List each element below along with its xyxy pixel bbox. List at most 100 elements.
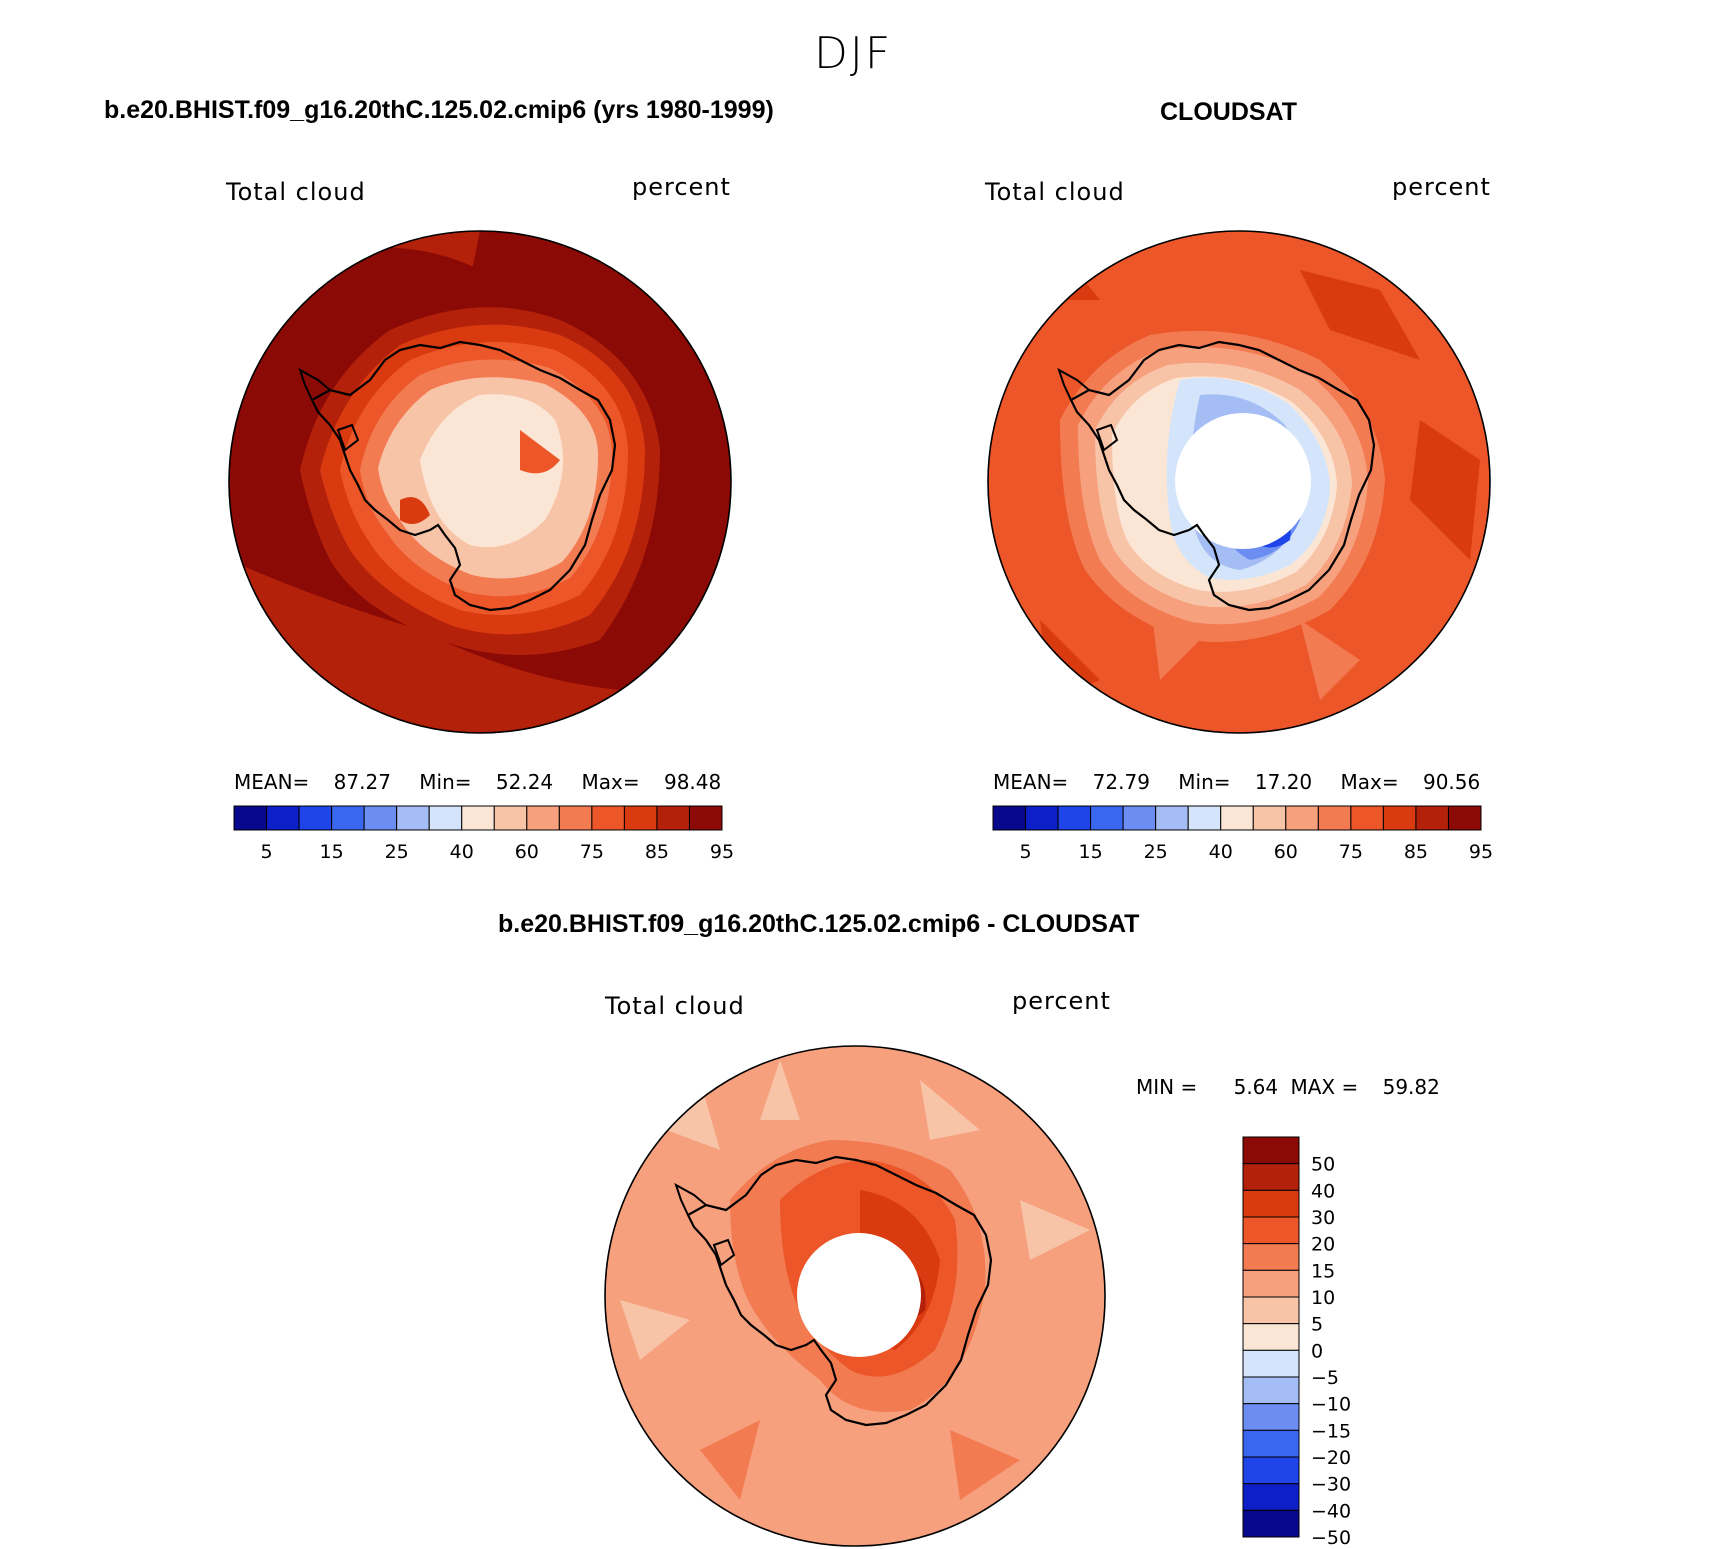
colorbar-swatch bbox=[1242, 1456, 1300, 1485]
panel-2-title: CLOUDSAT bbox=[1160, 98, 1298, 126]
mean-label: MEAN= bbox=[993, 770, 1069, 794]
min-label: Min= bbox=[419, 770, 472, 794]
colorbar-swatch bbox=[591, 805, 625, 831]
colorbar-tick-label: 30 bbox=[1311, 1207, 1335, 1229]
colorbar-swatch bbox=[1242, 1429, 1300, 1458]
colorbar-swatch bbox=[298, 805, 333, 831]
colorbar-swatch bbox=[1447, 805, 1482, 831]
colorbar-tick-label: 15 bbox=[320, 841, 344, 863]
panel-2-field-label: Total cloud bbox=[985, 178, 1125, 206]
colorbar-tick-label: 40 bbox=[450, 841, 474, 863]
min-label: MIN = bbox=[1136, 1075, 1198, 1099]
colorbar-tick-label: 95 bbox=[710, 841, 734, 863]
max-label: Max= bbox=[1340, 770, 1399, 794]
panel-3-stats: MIN = 5.64 MAX = 59.82 bbox=[1136, 1075, 1440, 1099]
colorbar-swatch bbox=[1350, 805, 1384, 831]
colorbar-tick-label: 25 bbox=[385, 841, 409, 863]
colorbar-tick-label: 40 bbox=[1311, 1180, 1335, 1202]
max-value: 98.48 bbox=[663, 770, 722, 794]
min-value: 5.64 bbox=[1233, 1075, 1279, 1099]
colorbar-tick-label: 15 bbox=[1311, 1260, 1335, 1282]
colorbar-tick-label: −30 bbox=[1311, 1474, 1351, 1496]
colorbar-swatch bbox=[1057, 805, 1092, 831]
colorbar-swatch bbox=[396, 805, 430, 831]
colorbar-tick-label: −40 bbox=[1311, 1500, 1351, 1522]
mean-value: 72.79 bbox=[1092, 770, 1150, 794]
colorbar-swatch bbox=[1317, 805, 1352, 831]
colorbar-tick-label: 25 bbox=[1144, 841, 1168, 863]
colorbar-swatch bbox=[233, 805, 268, 831]
colorbar-swatch bbox=[1242, 1509, 1300, 1538]
panel-2-stats: MEAN= 72.79 Min= 17.20 Max= 90.56 bbox=[993, 770, 1480, 794]
colorbar-tick-label: 95 bbox=[1469, 841, 1493, 863]
mean-value: 87.27 bbox=[333, 770, 391, 794]
colorbar-swatch bbox=[1242, 1403, 1300, 1431]
colorbar-swatch bbox=[1242, 1216, 1300, 1245]
colorbar-swatch bbox=[266, 805, 300, 831]
colorbar-swatch bbox=[428, 805, 463, 831]
colorbar-tick-label: 10 bbox=[1311, 1287, 1335, 1309]
colorbar-swatch bbox=[526, 805, 560, 831]
colorbar-swatch bbox=[1242, 1349, 1300, 1378]
min-value: 52.24 bbox=[495, 770, 554, 794]
colorbar-swatch bbox=[1220, 805, 1254, 831]
colorbar-swatch bbox=[992, 805, 1027, 831]
colorbar-swatch bbox=[1155, 805, 1189, 831]
colorbar-swatch bbox=[656, 805, 690, 831]
panel-3-title: b.e20.BHIST.f09_g16.20thC.125.02.cmip6 -… bbox=[498, 910, 1140, 938]
colorbar-swatch bbox=[1242, 1483, 1300, 1511]
colorbar-tick-label: −5 bbox=[1311, 1367, 1339, 1389]
colorbar-swatch bbox=[1382, 805, 1417, 831]
colorbar-tick-label: −20 bbox=[1311, 1447, 1351, 1469]
panel-1-field-label: Total cloud bbox=[226, 178, 366, 206]
colorbar-panel-2: 5 15 25 40 60 75 85 95 bbox=[992, 805, 1493, 863]
colorbar-tick-label: 5 bbox=[260, 841, 272, 863]
colorbar-tick-label: 15 bbox=[1079, 841, 1103, 863]
colorbar-swatch bbox=[1025, 805, 1059, 831]
colorbar-swatch bbox=[493, 805, 528, 831]
map-panel-2 bbox=[987, 230, 1491, 734]
colorbar-panel-1: 5 15 25 40 60 75 85 95 bbox=[233, 805, 734, 863]
colorbar-swatch bbox=[688, 805, 723, 831]
colorbar-tick-label: 20 bbox=[1311, 1234, 1335, 1256]
panel-2-units-label: percent bbox=[1392, 173, 1491, 201]
min-label: Min= bbox=[1178, 770, 1231, 794]
colorbar-swatch bbox=[1187, 805, 1222, 831]
colorbar-swatch bbox=[1122, 805, 1157, 831]
colorbar-tick-label: 60 bbox=[1274, 841, 1298, 863]
colorbar-tick-label: 85 bbox=[645, 841, 669, 863]
panel-1-title: b.e20.BHIST.f09_g16.20thC.125.02.cmip6 (… bbox=[104, 96, 774, 124]
colorbar-swatch bbox=[331, 805, 365, 831]
colorbar-swatch bbox=[461, 805, 495, 831]
colorbar-tick-label: 85 bbox=[1404, 841, 1428, 863]
colorbar-swatch bbox=[1242, 1189, 1300, 1218]
colorbar-swatch bbox=[1090, 805, 1124, 831]
colorbar-tick-label: 50 bbox=[1311, 1154, 1335, 1176]
colorbar-tick-label: 5 bbox=[1311, 1314, 1323, 1336]
colorbar-swatch bbox=[1242, 1243, 1300, 1271]
max-label: MAX = bbox=[1290, 1075, 1359, 1099]
colorbar-swatch bbox=[623, 805, 658, 831]
max-label: Max= bbox=[581, 770, 640, 794]
colorbar-tick-label: 60 bbox=[515, 841, 539, 863]
colorbar-swatch bbox=[363, 805, 398, 831]
max-value: 90.56 bbox=[1422, 770, 1481, 794]
max-value: 59.82 bbox=[1382, 1075, 1440, 1099]
colorbar-swatch bbox=[1242, 1163, 1300, 1191]
map-panel-3 bbox=[604, 1045, 1106, 1547]
colorbar-swatch bbox=[1242, 1136, 1300, 1165]
colorbar-swatch bbox=[1252, 805, 1287, 831]
colorbar-tick-label: 75 bbox=[1339, 841, 1363, 863]
colorbar-tick-label: 40 bbox=[1209, 841, 1233, 863]
map-panel-1 bbox=[228, 230, 732, 734]
colorbar-swatch bbox=[1415, 805, 1449, 831]
colorbar-tick-label: 5 bbox=[1019, 841, 1031, 863]
colorbar-swatch bbox=[1285, 805, 1319, 831]
panel-1-stats: MEAN= 87.27 Min= 52.24 Max= 98.48 bbox=[234, 770, 721, 794]
colorbar-swatch bbox=[558, 805, 593, 831]
figure-season-title: DJF bbox=[814, 28, 893, 79]
min-value: 17.20 bbox=[1254, 770, 1313, 794]
mean-label: MEAN= bbox=[234, 770, 310, 794]
colorbar-swatch bbox=[1242, 1323, 1300, 1351]
